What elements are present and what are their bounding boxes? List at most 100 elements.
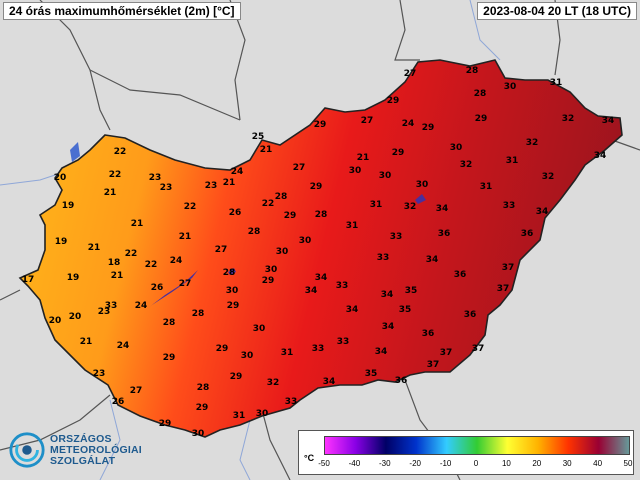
station-value: 26	[112, 397, 125, 407]
station-value: 31	[480, 182, 493, 192]
station-value: 30	[349, 166, 362, 176]
station-value: 36	[422, 329, 435, 339]
station-value: 21	[104, 188, 117, 198]
station-value: 29	[387, 96, 400, 106]
station-value: 28	[315, 210, 328, 220]
station-value: 30	[276, 247, 289, 257]
station-value: 36	[438, 229, 451, 239]
station-value: 17	[22, 275, 35, 285]
logo-line-1: ORSZÁGOS	[50, 433, 112, 445]
station-value: 35	[365, 369, 378, 379]
station-value: 26	[151, 283, 164, 293]
legend-tick: -10	[439, 459, 452, 468]
logo-line-2: METEOROLÓGIAI	[50, 444, 142, 456]
legend-tick: 10	[501, 459, 511, 468]
station-value: 32	[404, 202, 417, 212]
station-value: 31	[346, 221, 359, 231]
station-value: 21	[179, 232, 192, 242]
station-value: 30	[241, 351, 254, 361]
station-value: 22	[114, 147, 127, 157]
station-value: 36	[395, 376, 408, 386]
legend-unit: °C	[304, 453, 315, 463]
station-value: 36	[521, 229, 534, 239]
hungary-region	[18, 59, 623, 438]
station-value: 31	[233, 411, 246, 421]
station-value: 27	[404, 69, 417, 79]
station-value: 35	[399, 305, 412, 315]
station-value: 30	[226, 286, 239, 296]
station-value: 32	[562, 114, 575, 124]
legend-tick: 0	[473, 459, 479, 468]
legend-tick: -40	[348, 459, 361, 468]
station-value: 21	[131, 219, 144, 229]
station-value: 32	[542, 172, 555, 182]
legend-tick: -20	[409, 459, 421, 468]
station-value: 29	[392, 148, 405, 158]
station-value: 21	[260, 145, 273, 155]
station-value: 31	[550, 78, 563, 88]
station-value: 33	[312, 344, 325, 354]
station-value: 24	[170, 256, 183, 266]
map-datetime: 2023-08-04 20 LT (18 UTC)	[477, 2, 637, 20]
station-value: 22	[184, 202, 197, 212]
station-value: 23	[160, 183, 173, 193]
station-value: 34	[382, 322, 395, 332]
station-value: 22	[145, 260, 158, 270]
station-value: 34	[426, 255, 439, 265]
legend-tick: -50	[318, 459, 330, 468]
station-value: 19	[55, 237, 68, 247]
station-value: 32	[526, 138, 539, 148]
station-value: 28	[192, 309, 205, 319]
station-value: 37	[502, 263, 515, 273]
station-value: 34	[323, 377, 336, 387]
station-value: 34	[381, 290, 394, 300]
station-value: 31	[370, 200, 383, 210]
station-value: 20	[69, 312, 82, 322]
legend-color-bar	[324, 436, 630, 455]
station-value: 27	[179, 279, 192, 289]
station-value: 30	[256, 409, 269, 419]
station-value: 33	[377, 253, 390, 263]
station-value: 29	[475, 114, 488, 124]
lake-velence	[228, 268, 236, 275]
station-value: 27	[361, 116, 374, 126]
station-value: 24	[231, 167, 244, 177]
lake-neusiedl	[70, 142, 80, 162]
station-value: 28	[163, 318, 176, 328]
station-value: 24	[117, 341, 130, 351]
station-value: 33	[390, 232, 403, 242]
station-value: 27	[215, 245, 228, 255]
station-value: 37	[440, 348, 453, 358]
station-value: 30	[253, 324, 266, 334]
station-value: 29	[284, 211, 297, 221]
station-value: 27	[293, 163, 306, 173]
station-value: 29	[230, 372, 243, 382]
station-value: 28	[474, 89, 487, 99]
station-value: 34	[594, 151, 607, 161]
station-value: 30	[379, 171, 392, 181]
station-value: 35	[405, 286, 418, 296]
station-value: 29	[159, 419, 172, 429]
map-title: 24 órás maximumhőmérséklet (2m) [°C]	[3, 2, 241, 20]
station-value: 31	[281, 348, 294, 358]
legend-tick: 20	[532, 459, 542, 468]
station-value: 23	[98, 307, 111, 317]
station-value: 30	[504, 82, 517, 92]
station-value: 33	[336, 281, 349, 291]
station-value: 32	[267, 378, 280, 388]
lake-tisza	[415, 194, 426, 204]
station-value: 29	[216, 344, 229, 354]
station-value: 23	[205, 181, 218, 191]
station-value: 21	[223, 178, 236, 188]
station-value: 22	[125, 249, 138, 259]
station-value: 34	[305, 286, 318, 296]
station-value: 24	[402, 119, 415, 129]
station-value: 30	[450, 143, 463, 153]
station-value: 22	[109, 170, 122, 180]
station-value: 29	[262, 276, 275, 286]
station-value: 34	[375, 347, 388, 357]
station-value: 33	[337, 337, 350, 347]
station-value: 23	[149, 173, 162, 183]
